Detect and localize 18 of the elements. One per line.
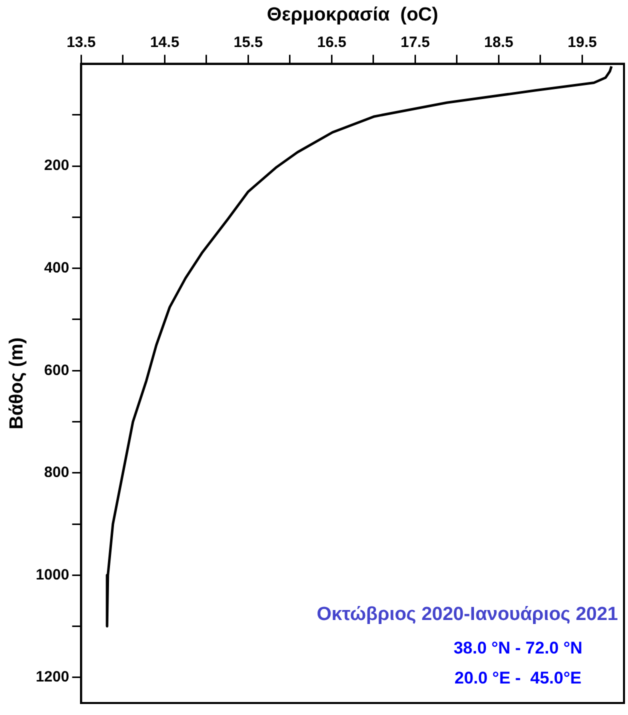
x-tick-label: 19.5 xyxy=(568,34,597,51)
x-tick-label: 17.5 xyxy=(400,34,430,51)
y-tick-label: 200 xyxy=(44,157,70,174)
x-tick-label: 13.5 xyxy=(66,34,96,51)
y-tick-label: 800 xyxy=(44,464,70,482)
x-tick-label: 15.5 xyxy=(234,34,263,51)
y-axis-title: Βάθος (m) xyxy=(6,337,28,430)
y-tick-label: 1000 xyxy=(36,566,70,584)
x-tick-label: 18.5 xyxy=(484,34,514,51)
y-tick-label: 1200 xyxy=(36,668,70,686)
x-axis-title: Θερμοκρασία (oC) xyxy=(266,4,438,26)
annotation: Οκτώβριος 2020-Ιανουάριος 2021 xyxy=(316,604,618,626)
x-tick-label: 16.5 xyxy=(317,34,346,51)
y-tick-label: 600 xyxy=(44,362,70,379)
annotation: 38.0 °N - 72.0 °N xyxy=(454,638,582,658)
annotation: 20.0 °E - 45.0°E xyxy=(454,668,582,688)
x-tick-label: 14.5 xyxy=(150,34,180,51)
y-tick-label: 400 xyxy=(44,259,70,276)
